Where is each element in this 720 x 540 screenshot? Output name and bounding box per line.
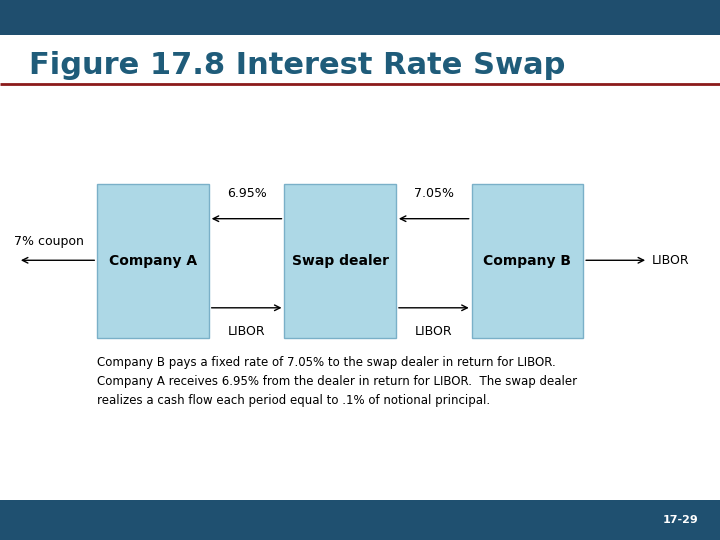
Text: Figure 17.8 Interest Rate Swap: Figure 17.8 Interest Rate Swap <box>29 51 565 80</box>
Text: Swap dealer: Swap dealer <box>292 254 389 267</box>
Bar <box>284 184 396 338</box>
Text: 7.05%: 7.05% <box>414 187 454 200</box>
Bar <box>97 184 209 338</box>
Text: LIBOR: LIBOR <box>415 325 453 338</box>
Bar <box>472 184 583 338</box>
Text: 7% coupon: 7% coupon <box>14 235 84 248</box>
Text: Company B pays a fixed rate of 7.05% to the swap dealer in return for LIBOR.
Com: Company B pays a fixed rate of 7.05% to … <box>97 356 577 407</box>
Text: Company A: Company A <box>109 254 197 267</box>
Text: 17-29: 17-29 <box>662 515 698 525</box>
Text: LIBOR: LIBOR <box>652 254 689 267</box>
Bar <box>0 0 720 35</box>
Text: Company B: Company B <box>483 254 572 267</box>
Text: LIBOR: LIBOR <box>228 325 266 338</box>
Text: 6.95%: 6.95% <box>227 187 266 200</box>
Bar <box>0 500 720 540</box>
